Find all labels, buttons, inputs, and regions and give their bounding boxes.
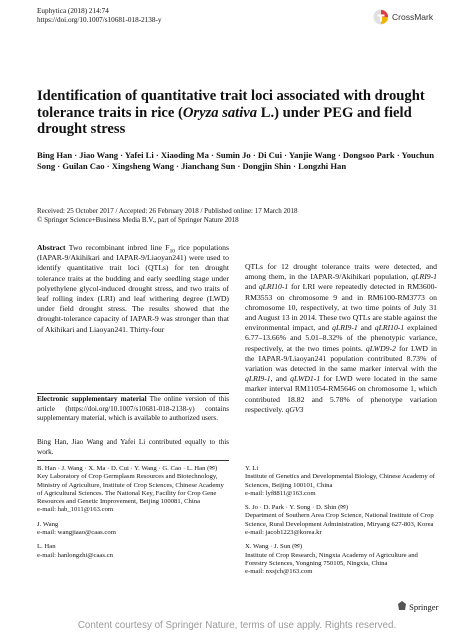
- affiliation: B. Han · J. Wang · X. Ma · D. Cui · Y. W…: [37, 465, 229, 515]
- crossmark-label: CrossMark: [392, 12, 434, 22]
- text-run: qLRI10-1: [258, 282, 289, 292]
- text-run: qLWD9-2: [365, 343, 396, 353]
- text-run: qLRI9-1: [411, 272, 437, 282]
- affiliation-email: e-mail: wangjiaao@caas.com: [37, 529, 116, 537]
- affiliation-address: Key Laboratory of Crop Germplasm Resourc…: [37, 473, 224, 506]
- text-run: for LWD in the IAPAR-9/Liaoyan241 popula…: [245, 343, 437, 374]
- affiliation: S. Jo · D. Park · Y. Song · D. Shin (✉) D…: [245, 504, 437, 537]
- authors: Bing Han · Jiao Wang · Yafei Li · Xiaodi…: [37, 150, 434, 172]
- doi[interactable]: https://doi.org/10.1007/s10681-018-2138-…: [37, 16, 162, 24]
- text-run: L.) under PEG and field drought stress: [37, 104, 412, 138]
- text-run: QTLs for 12 drought tolerance traits wer…: [245, 262, 437, 282]
- watermark: Content courtesy of Springer Nature, ter…: [77, 620, 397, 631]
- abstract: Abstract Two recombinant inbred line F10…: [37, 243, 229, 335]
- text-run: qLRI9-1: [332, 323, 358, 333]
- affiliation-email: e-mail: lyf8811@163.com: [245, 489, 316, 497]
- copyright: © Springer Science+Business Media B.V., …: [37, 216, 239, 224]
- affiliation-email: e-mail: jacob1223@korea.kr: [245, 529, 322, 537]
- affiliation-names: L. Han: [37, 543, 56, 551]
- text-run: for LRI were repeatedly detected in RM36…: [245, 282, 437, 333]
- affiliation-email: e-mail: hanlongzhi@caas.cn: [37, 551, 113, 559]
- text-run: , and: [270, 374, 291, 384]
- text-run: Two recombinant inbred line F: [65, 243, 170, 252]
- publisher-logo: Springer: [397, 601, 438, 612]
- text-run: The online version of this article (http…: [37, 395, 229, 423]
- title: Identification of quantitative trait loc…: [37, 88, 437, 138]
- affiliations-right: Y. Li Institute of Genetics and Developme…: [245, 465, 437, 583]
- journal: Euphytica (2018) 214:74: [37, 7, 109, 15]
- affiliation-address: Department of Southern Area Crop Science…: [245, 512, 434, 528]
- text-run: qLWD1-1: [290, 374, 321, 384]
- affiliation: Y. Li Institute of Genetics and Developme…: [245, 465, 437, 498]
- affiliation: L. Han e-mail: hanlongzhi@caas.cn: [37, 543, 229, 560]
- text-run: for LWD were located in the same marker …: [245, 374, 437, 414]
- text-run: Electronic supplementary material: [37, 395, 147, 403]
- text-run: rice populations (IAPAR-9/Akihikari and …: [37, 243, 229, 334]
- publisher-icon: [398, 601, 406, 610]
- crossmark-icon: [373, 9, 389, 25]
- equal-contribution: Bing Han, Jiao Wang and Yafei Li contrib…: [37, 438, 229, 456]
- text-run: explained 6.77–13.66% and 5.01–8.32% of …: [245, 323, 437, 353]
- affiliation: J. Wang e-mail: wangjiaao@caas.com: [37, 521, 229, 538]
- affiliation-address: Institute of Genetics and Developmental …: [245, 473, 435, 489]
- affiliation-names: J. Wang: [37, 520, 59, 528]
- affiliation-names: B. Han · J. Wang · X. Ma · D. Cui · Y. W…: [37, 465, 218, 472]
- affiliation: X. Wang · J. Sun (✉) Institute of Crop Re…: [245, 543, 437, 576]
- affiliations-left: B. Han · J. Wang · X. Ma · D. Cui · Y. W…: [37, 465, 229, 566]
- text-run: qLRI10-1: [374, 323, 405, 333]
- text-run: Abstract: [37, 243, 66, 252]
- text-run: Oryza sativa: [182, 104, 258, 121]
- rule: [37, 393, 229, 394]
- abstract-continued: QTLs for 12 drought tolerance traits wer…: [245, 262, 437, 415]
- affiliation-email: e-mail: hab_1011@163.com: [37, 506, 114, 514]
- text-run: and: [357, 323, 375, 333]
- text-run: Identification of quantitative trait loc…: [37, 88, 425, 121]
- affiliation-email: e-mail: nxsjch@163.com: [245, 568, 313, 576]
- crossmark[interactable]: CrossMark: [373, 9, 445, 25]
- affiliation-names: S. Jo · D. Park · Y. Song · D. Shin (✉): [245, 504, 349, 512]
- text-run: and: [245, 282, 259, 292]
- text-run: qGV3: [285, 404, 304, 414]
- dates: Received: 25 October 2017 / Accepted: 26…: [37, 207, 298, 215]
- text-run: 10: [169, 248, 175, 255]
- text-run: qLRI9-1: [245, 374, 271, 384]
- rule: [37, 460, 229, 461]
- publisher: Springer: [409, 602, 439, 612]
- esm-note: Electronic supplementary material The on…: [37, 395, 229, 424]
- affiliation-address: Institute of Crop Research, Ningxia Acad…: [245, 551, 418, 567]
- affiliation-names: Y. Li: [245, 465, 259, 472]
- affiliation-names: X. Wang · J. Sun (✉): [245, 543, 303, 551]
